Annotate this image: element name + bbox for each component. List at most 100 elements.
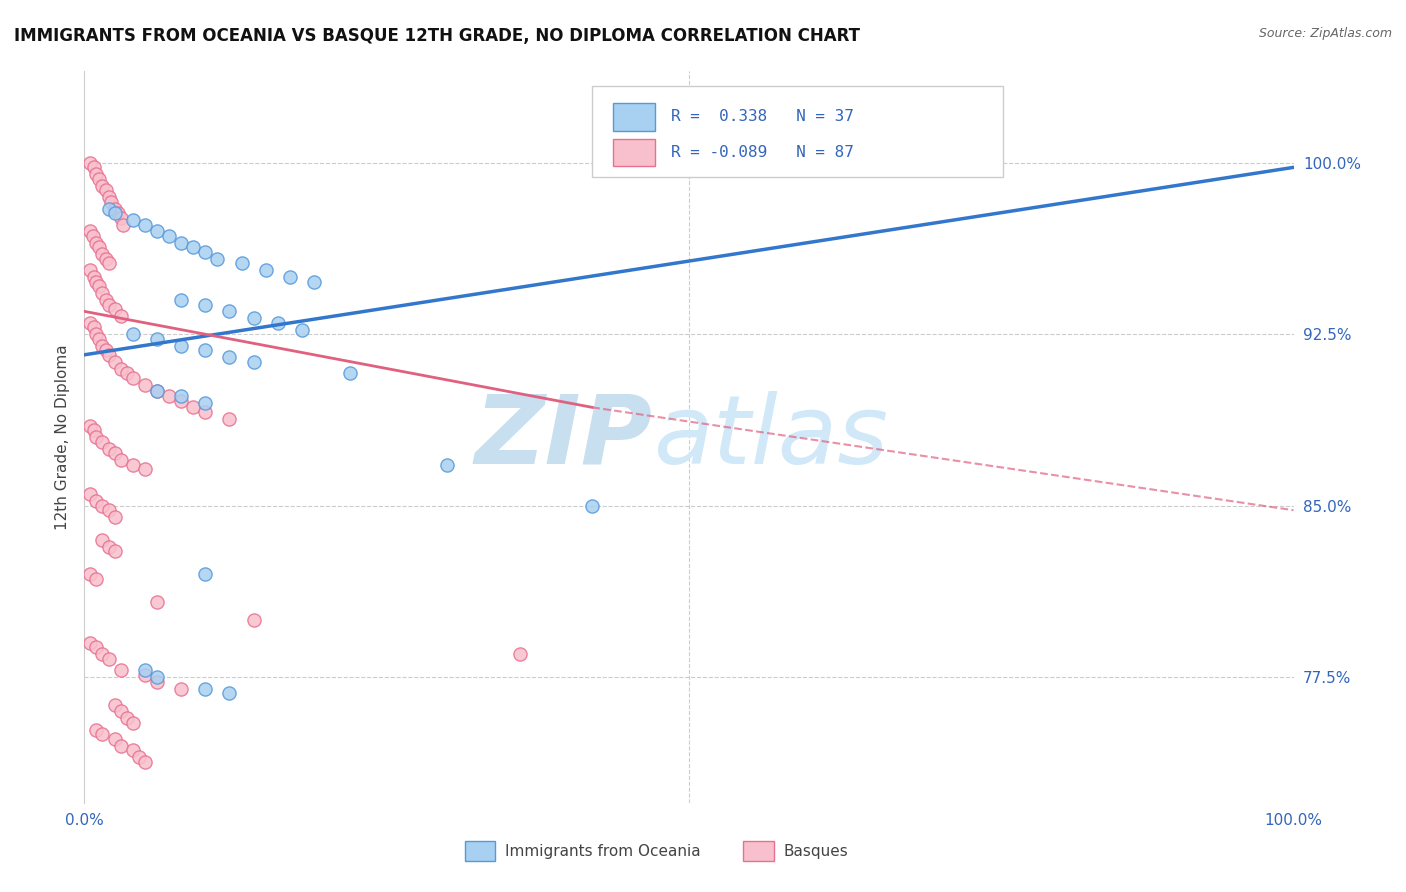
Point [170, 293, 193, 307]
Point [194, 244, 217, 259]
Point [83, 423, 105, 437]
Point [146, 384, 169, 399]
Text: ZIP: ZIP [475, 391, 652, 483]
Point [86, 327, 108, 342]
Point [110, 739, 132, 753]
Point [79, 418, 101, 433]
Point [278, 270, 301, 285]
Point [86, 167, 108, 181]
Point [104, 202, 127, 216]
Point [91, 647, 114, 661]
Point [170, 235, 193, 250]
Point [86, 235, 108, 250]
Point [509, 647, 531, 661]
Point [134, 218, 156, 232]
Point [121, 213, 143, 227]
Point [91, 434, 114, 449]
Point [97, 503, 120, 517]
Point [170, 389, 193, 403]
Point [115, 366, 138, 380]
Point [134, 667, 156, 681]
Point [97, 348, 120, 362]
Point [97, 190, 120, 204]
Point [91, 338, 114, 352]
Point [79, 155, 101, 169]
Point [436, 458, 458, 472]
Point [97, 202, 120, 216]
Bar [613, 103, 655, 130]
Point [115, 711, 138, 725]
Text: R = -0.089   N = 87: R = -0.089 N = 87 [671, 145, 853, 160]
Bar [613, 138, 655, 167]
Point [94, 343, 117, 358]
Point [104, 510, 127, 524]
Point [242, 354, 264, 368]
Point [110, 211, 132, 225]
Point [146, 332, 169, 346]
Point [91, 727, 114, 741]
Point [91, 286, 114, 301]
Point [110, 453, 132, 467]
Point [242, 613, 264, 627]
Point [157, 389, 180, 403]
Point [121, 327, 143, 342]
Point [121, 458, 143, 472]
Point [110, 663, 132, 677]
Point [302, 275, 325, 289]
Point [91, 533, 114, 547]
Point [110, 361, 132, 376]
Point [79, 487, 101, 501]
Point [146, 594, 169, 608]
Point [104, 698, 127, 712]
Text: R =  0.338   N = 37: R = 0.338 N = 37 [671, 109, 853, 124]
Point [128, 750, 150, 764]
Point [104, 544, 127, 558]
Point [104, 206, 127, 220]
Point [194, 297, 217, 311]
Point [134, 755, 156, 769]
Point [339, 366, 361, 380]
Point [79, 636, 101, 650]
Point [87, 279, 110, 293]
Point [97, 256, 120, 270]
Point [97, 652, 120, 666]
Point [254, 263, 277, 277]
Point [218, 350, 240, 364]
Point [86, 640, 108, 655]
Point [181, 240, 204, 254]
Point [97, 442, 120, 456]
Text: Basques: Basques [783, 844, 848, 859]
Point [146, 670, 169, 684]
Text: Immigrants from Oceania: Immigrants from Oceania [505, 844, 700, 859]
Point [104, 446, 127, 460]
Text: atlas: atlas [652, 391, 887, 483]
Point [94, 293, 117, 307]
Point [157, 228, 180, 243]
Point [194, 681, 217, 696]
FancyBboxPatch shape [592, 86, 1004, 178]
Point [94, 183, 117, 197]
Point [194, 567, 217, 582]
Point [181, 401, 204, 415]
Bar [465, 841, 495, 862]
Point [91, 247, 114, 261]
Point [87, 171, 110, 186]
Point [146, 674, 169, 689]
Point [231, 256, 253, 270]
Point [170, 393, 193, 408]
Point [86, 572, 108, 586]
Point [121, 370, 143, 384]
Point [86, 723, 108, 737]
Point [104, 731, 127, 746]
Point [91, 499, 114, 513]
Bar [744, 841, 773, 862]
Point [112, 218, 135, 232]
Text: Source: ZipAtlas.com: Source: ZipAtlas.com [1258, 27, 1392, 40]
Point [79, 567, 101, 582]
Point [104, 354, 127, 368]
Point [87, 332, 110, 346]
Point [170, 338, 193, 352]
Point [83, 270, 105, 285]
Point [134, 663, 156, 677]
Point [83, 161, 105, 175]
